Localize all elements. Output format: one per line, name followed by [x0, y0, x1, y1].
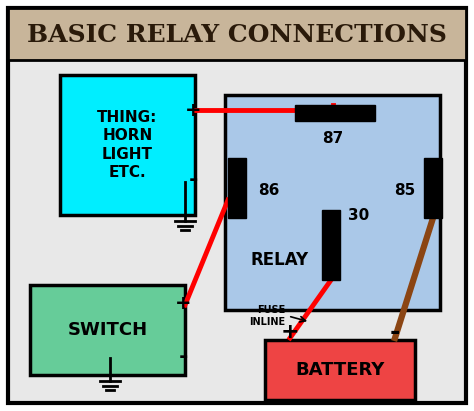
Text: BATTERY: BATTERY	[295, 361, 385, 379]
Text: 30: 30	[348, 208, 369, 222]
Bar	[265, 340, 415, 400]
Bar	[322, 210, 340, 280]
Text: FUSE
INLINE: FUSE INLINE	[249, 305, 285, 327]
Text: 86: 86	[258, 182, 279, 198]
Bar	[60, 75, 195, 215]
Text: -: -	[178, 347, 188, 367]
Bar	[225, 95, 440, 310]
Text: -: -	[390, 320, 400, 344]
Bar	[8, 8, 466, 60]
Text: +: +	[185, 101, 201, 120]
Bar	[228, 158, 246, 218]
Text: RELAY: RELAY	[251, 251, 309, 269]
Bar	[295, 105, 375, 121]
Bar	[424, 158, 442, 218]
Text: THING:
HORN
LIGHT
ETC.: THING: HORN LIGHT ETC.	[97, 110, 158, 180]
Text: SWITCH: SWITCH	[67, 321, 147, 339]
Text: +: +	[281, 322, 299, 342]
Text: -: -	[188, 170, 198, 190]
Bar	[30, 285, 185, 375]
Text: +: +	[175, 293, 191, 312]
Text: 87: 87	[322, 131, 344, 145]
Text: BASIC RELAY CONNECTIONS: BASIC RELAY CONNECTIONS	[27, 23, 447, 47]
Text: 85: 85	[394, 182, 415, 198]
